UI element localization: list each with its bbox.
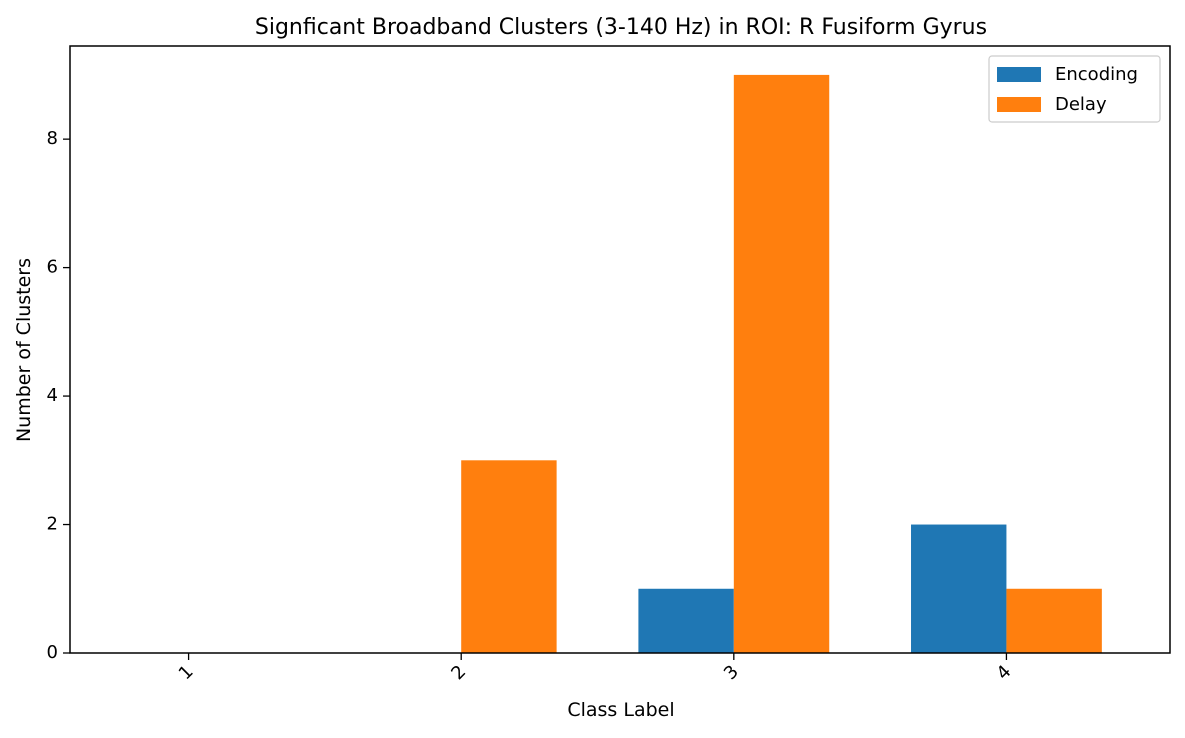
y-tick-label-6: 6 xyxy=(47,257,58,278)
x-tick-label-2: 2 xyxy=(447,661,470,684)
y-tick-label-2: 2 xyxy=(47,514,58,535)
y-tick-label-4: 4 xyxy=(47,385,58,406)
bar-delay-4 xyxy=(1006,588,1102,653)
x-tick-label-4: 4 xyxy=(993,661,1016,684)
legend-swatch-encoding xyxy=(997,67,1041,82)
legend: Encoding Delay xyxy=(988,55,1161,123)
bar-delay-3 xyxy=(733,74,830,653)
bars-group xyxy=(461,74,1102,653)
y-tick-label-8: 8 xyxy=(47,128,58,149)
bar-delay-2 xyxy=(461,460,557,653)
bar-encoding-3 xyxy=(638,588,734,653)
y-axis-label: Number of Clusters xyxy=(13,258,35,442)
x-tick-label-1: 1 xyxy=(175,661,198,684)
legend-label-encoding: Encoding xyxy=(1055,64,1138,85)
x-axis-label: Class Label xyxy=(567,699,674,721)
x-tick-label-3: 3 xyxy=(720,661,743,684)
y-tick-label-0: 0 xyxy=(47,642,58,663)
bar-encoding-4 xyxy=(911,524,1007,653)
chart-title: Signficant Broadband Clusters (3-140 Hz)… xyxy=(255,15,987,40)
x-ticks-group: 1 2 3 4 xyxy=(175,653,1016,684)
plot-frame xyxy=(69,45,1171,654)
legend-label-delay: Delay xyxy=(1055,94,1107,115)
y-ticks-group: 0 2 4 6 8 xyxy=(47,128,70,663)
legend-swatch-delay xyxy=(997,97,1041,112)
